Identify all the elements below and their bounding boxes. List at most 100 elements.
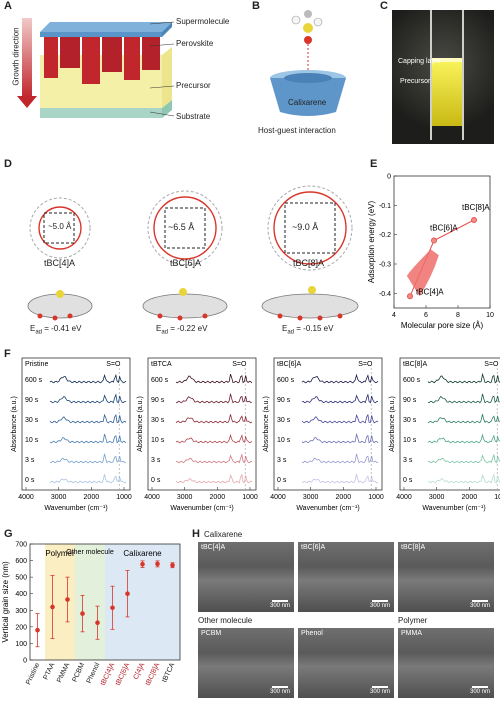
x-tick-label: 3000 xyxy=(303,494,319,501)
x-axis-label: Wavenumber (cm⁻¹) xyxy=(170,505,233,512)
sem-label-pcbm: PCBM xyxy=(201,630,222,637)
time-label: 30 s xyxy=(25,417,39,424)
x-tick-label: 4000 xyxy=(270,494,286,501)
y-axis-label: Absorbance (a.u.) xyxy=(137,396,144,452)
group-polymer: Polymer xyxy=(398,616,428,625)
group-label-calixarene: Calixarene xyxy=(123,549,162,558)
y-tick-label: -0.1 xyxy=(379,203,391,210)
precursor-label: Precursor xyxy=(400,78,431,85)
pore-size-tbc6a: ~6.5 Å xyxy=(168,222,195,232)
spectra-frame xyxy=(399,357,500,491)
host-guest-illustration xyxy=(270,10,346,116)
x-tick-label: 3000 xyxy=(429,494,445,501)
x-tick-label: 2000 xyxy=(336,494,352,501)
time-label: 10 s xyxy=(25,437,39,444)
group-label-other: Other molecule xyxy=(66,549,114,556)
spectrum-line xyxy=(302,393,379,404)
scale-bar: 300 nm xyxy=(270,686,290,695)
molecule-name-tbc6a: tBC[6]A xyxy=(170,258,202,268)
spectrum-line xyxy=(49,373,127,384)
panel-d: D ~5.0 Å ~6.5 Å ~9.0 Å tBC[4]A tBC[6]A t… xyxy=(0,158,360,338)
category-label: PTAA xyxy=(42,662,56,681)
sem-label-tbc8a: tBC[8]A xyxy=(401,544,426,551)
spectrum-line xyxy=(427,433,500,444)
time-label: 0 s xyxy=(25,477,35,484)
sem-label-pmma: PMMA xyxy=(401,630,422,637)
y-tick-label: -0.2 xyxy=(379,232,391,239)
spectrum-line xyxy=(427,372,500,384)
time-label: 600 s xyxy=(277,377,295,384)
time-label: 600 s xyxy=(151,377,169,384)
category-label: PMMA xyxy=(56,662,71,684)
panel-f-label: F xyxy=(4,348,11,360)
spectrum-line xyxy=(176,453,253,464)
pore-size-tbc8a: ~9.0 Å xyxy=(292,222,319,232)
category-label: tBTCA xyxy=(161,662,176,684)
trend-arrow xyxy=(406,249,439,297)
data-point xyxy=(471,217,478,224)
peak-label: S=O xyxy=(232,361,247,368)
x-tick-label: 1000 xyxy=(368,494,384,501)
point-label: tBC[4]A xyxy=(416,287,444,296)
panel-c: C Capping layer Precursor xyxy=(376,0,500,150)
spectra-frame xyxy=(21,357,131,491)
spectrum-line xyxy=(175,393,253,404)
y-tick-label: 0 xyxy=(387,174,391,181)
y-axis-label: Absorbance (a.u.) xyxy=(11,396,18,452)
spectrum-line xyxy=(427,414,500,424)
x-tick-label: 2000 xyxy=(462,494,478,501)
spectrum-line xyxy=(427,393,500,404)
plot-frame xyxy=(29,543,181,661)
vial-photo: Capping layer Precursor xyxy=(392,10,494,144)
x-axis-label: Wavenumber (cm⁻¹) xyxy=(422,505,485,512)
data-point xyxy=(125,591,130,597)
ead-tbc8a: Ead = -0.15 eV xyxy=(282,324,334,336)
sem-image-pmma: PMMA 300 nm xyxy=(398,628,494,698)
panel-b-label: B xyxy=(252,0,260,12)
category-label: tBC[6]A xyxy=(115,662,132,687)
layer-substrate: Substrate xyxy=(176,112,211,121)
spectrum-line xyxy=(427,453,500,464)
spectrum-line xyxy=(49,433,127,444)
calixarene-label: Calixarene xyxy=(288,98,327,107)
sem-image-tbc8a: tBC[8]A 300 nm xyxy=(398,542,494,612)
y-axis-label: Vertical grain size (nm) xyxy=(1,561,10,643)
data-point xyxy=(170,562,175,568)
data-point xyxy=(95,620,100,626)
data-point xyxy=(407,293,414,300)
time-label: 30 s xyxy=(151,417,165,424)
group-label-polymer: Polymer xyxy=(45,549,75,558)
scale-bar: 300 nm xyxy=(470,686,490,695)
x-axis-label: Wavenumber (cm⁻¹) xyxy=(44,505,107,512)
spectrum-line xyxy=(49,453,127,464)
adsorption-energy-chart: 4 6 8 10 0 -0.1 -0.2 -0.3 -0.4 Molecular pore siz… xyxy=(367,174,494,331)
sem-image-tbc4a: tBC[4]A 300 nm xyxy=(198,542,294,612)
peak-label: S=O xyxy=(106,361,121,368)
capping-layer-label: Capping layer xyxy=(398,58,442,65)
x-tick-label: 10 xyxy=(486,312,494,319)
y-tick-label: -0.3 xyxy=(379,262,391,269)
y-axis-label: Absorbance (a.u.) xyxy=(263,396,270,452)
panel-f: F Pristine S=O 600 s 90 s 30 s 10 s 3 s 0 s 4000… xyxy=(0,348,500,523)
y-axis-label: Adsorption energy (eV) xyxy=(367,201,376,284)
x-tick-label: 4000 xyxy=(144,494,160,501)
subpanel-title: tBTCA xyxy=(151,361,172,368)
group-calixarene: Calixarene xyxy=(204,530,243,539)
panel-a-illustration xyxy=(17,18,175,118)
category-label: tBC[8]A xyxy=(145,662,162,687)
panel-e-label: E xyxy=(370,158,378,170)
y-tick-label: 0 xyxy=(23,658,27,665)
group-bg-polymer xyxy=(45,544,75,660)
x-tick-label: 4 xyxy=(392,312,396,319)
x-tick-label: 8 xyxy=(456,312,460,319)
time-label: 600 s xyxy=(25,377,43,384)
category-label: PCBM xyxy=(71,662,86,683)
y-tick-label: 100 xyxy=(15,641,27,648)
category-label: C[4]A xyxy=(133,662,147,681)
molecule-name-tbc4a: tBC[4]A xyxy=(44,258,76,268)
category-label: Phenol xyxy=(86,661,102,684)
point-label: tBC[8]A xyxy=(462,203,490,212)
y-tick-label: 600 xyxy=(15,558,27,565)
subpanel-title: tBC[6]A xyxy=(277,361,301,368)
